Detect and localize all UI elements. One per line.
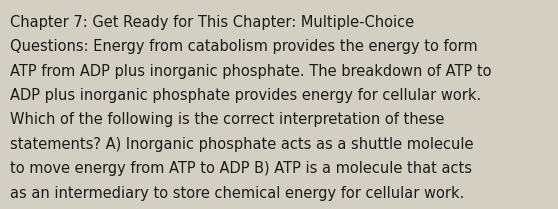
Text: statements? A) Inorganic phosphate acts as a shuttle molecule: statements? A) Inorganic phosphate acts … <box>10 137 474 152</box>
Text: as an intermediary to store chemical energy for cellular work.: as an intermediary to store chemical ene… <box>10 186 464 201</box>
Text: Questions: Energy from catabolism provides the energy to form: Questions: Energy from catabolism provid… <box>10 39 478 54</box>
Text: ADP plus inorganic phosphate provides energy for cellular work.: ADP plus inorganic phosphate provides en… <box>10 88 482 103</box>
Text: Chapter 7: Get Ready for This Chapter: Multiple-Choice: Chapter 7: Get Ready for This Chapter: M… <box>10 15 414 30</box>
Text: Which of the following is the correct interpretation of these: Which of the following is the correct in… <box>10 112 444 127</box>
Text: ATP from ADP plus inorganic phosphate. The breakdown of ATP to: ATP from ADP plus inorganic phosphate. T… <box>10 64 492 79</box>
Text: to move energy from ATP to ADP B) ATP is a molecule that acts: to move energy from ATP to ADP B) ATP is… <box>10 161 472 176</box>
